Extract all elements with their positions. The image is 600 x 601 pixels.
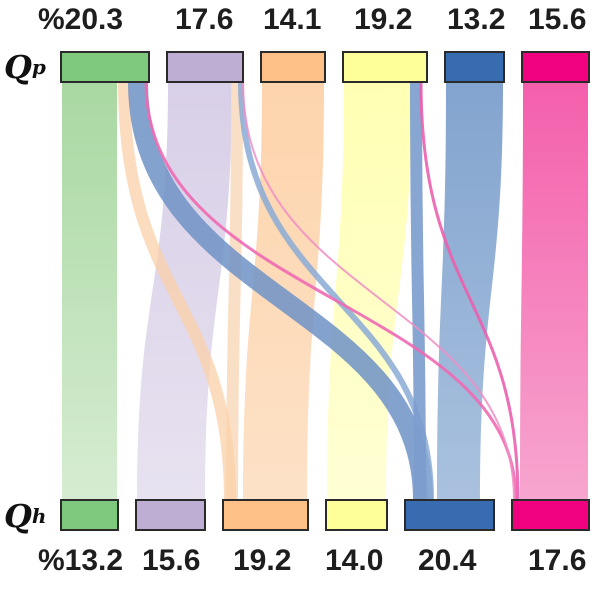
bottom-value-green: %13.2 xyxy=(38,544,124,577)
bottom-value-pink: 17.6 xyxy=(528,544,587,577)
top-value-pink: 15.6 xyxy=(528,3,587,36)
top-row-label: Qp xyxy=(4,51,46,83)
flow-yellow-blue xyxy=(410,81,426,501)
bottom-row-label: Qh xyxy=(4,500,46,532)
bottom-value-orange: 19.2 xyxy=(233,544,292,577)
top-bar-blue xyxy=(444,51,505,83)
bottom-bar-blue xyxy=(404,499,495,531)
bottom-bar-purple xyxy=(135,499,206,531)
top-row-label-main: Q xyxy=(4,48,32,86)
bottom-value-purple: 15.6 xyxy=(142,544,201,577)
top-value-green: %20.3 xyxy=(38,3,124,36)
bottom-row-label-main: Q xyxy=(4,497,32,535)
flow-blue-blue xyxy=(437,82,503,500)
top-value-purple: 17.6 xyxy=(175,3,234,36)
top-value-blue: 13.2 xyxy=(447,3,506,36)
bottom-bar-orange xyxy=(222,499,309,531)
bottom-row-label-sup: h xyxy=(31,504,47,528)
bottom-value-blue: 20.4 xyxy=(418,544,477,577)
top-bar-orange xyxy=(260,51,326,83)
bottom-value-yellow: 14.0 xyxy=(325,544,384,577)
flow-green-pink xyxy=(144,81,518,501)
top-bar-green xyxy=(60,51,150,83)
flow-green-orange xyxy=(118,81,236,501)
flow-green-blue xyxy=(128,81,433,501)
bottom-bar-green xyxy=(60,499,119,531)
flow-green-green xyxy=(62,82,117,500)
flow-purple-orange xyxy=(226,81,243,501)
flow-orange-pink xyxy=(242,81,515,501)
flow-pink-pink xyxy=(520,82,588,500)
flow-yellow-pink xyxy=(419,81,520,501)
top-row-label-sup: p xyxy=(31,55,46,79)
bottom-bar-pink xyxy=(511,499,590,531)
top-bar-yellow xyxy=(342,51,428,83)
top-value-orange: 14.1 xyxy=(263,3,322,36)
flow-purple-purple xyxy=(137,82,232,500)
top-value-yellow: 19.2 xyxy=(354,3,413,36)
top-bar-pink xyxy=(521,51,590,83)
top-bar-purple xyxy=(166,51,244,83)
bottom-bar-yellow xyxy=(325,499,388,531)
